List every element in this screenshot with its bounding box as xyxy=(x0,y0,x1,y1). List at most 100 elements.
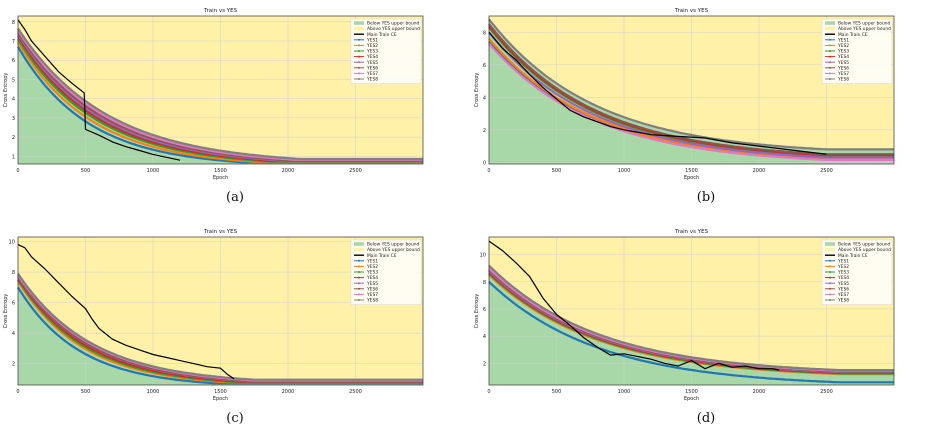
legend-label: Above YES upper bound xyxy=(367,26,420,32)
chart-title: Train vs YES xyxy=(203,229,238,235)
legend-label: YES4 xyxy=(366,54,378,60)
y-tick-label: 10 xyxy=(9,240,15,246)
y-tick-label: 2 xyxy=(12,362,15,368)
legend-marker xyxy=(358,282,360,285)
legend-swatch xyxy=(825,26,835,31)
y-tick-label: 6 xyxy=(12,301,15,307)
legend-marker xyxy=(829,276,831,279)
legend-swatch xyxy=(825,21,835,25)
x-tick-label: 500 xyxy=(81,168,91,174)
legend-label: YES3 xyxy=(837,49,849,55)
legend-label: Above YES upper bound xyxy=(838,247,891,253)
x-tick-label: 1500 xyxy=(685,168,698,174)
plot-frame xyxy=(17,15,424,165)
y-tick-label: 8 xyxy=(12,20,15,26)
legend-marker xyxy=(358,265,360,268)
legend-marker xyxy=(358,44,360,47)
legend-marker xyxy=(358,38,360,41)
x-tick-label: 2500 xyxy=(349,168,362,174)
x-tick-label: 0 xyxy=(16,168,19,174)
y-axis-label: Cross Entropy xyxy=(474,294,480,329)
legend-marker xyxy=(829,271,831,273)
series-main-train-ce xyxy=(488,240,780,371)
legend-label: YES7 xyxy=(837,71,849,77)
legend-label: YES8 xyxy=(837,77,849,83)
y-tick-label: 5 xyxy=(12,77,15,83)
legend-marker xyxy=(358,299,360,301)
legend-label: YES4 xyxy=(366,275,378,281)
series-yes8 xyxy=(488,18,894,151)
y-tick-label: 4 xyxy=(12,331,15,337)
legend-label: YES2 xyxy=(837,264,849,270)
legend-swatch xyxy=(354,242,364,246)
series-yes8 xyxy=(17,27,423,161)
chart-title: Train vs YES xyxy=(674,8,709,14)
legend-label: Above YES upper bound xyxy=(367,247,420,253)
series-yes7 xyxy=(488,42,894,161)
legend-marker xyxy=(829,38,831,41)
legend-label: YES7 xyxy=(837,292,849,298)
x-tick-label: 2500 xyxy=(820,168,833,174)
x-axis-label: Epoch xyxy=(684,396,699,402)
legend-label: YES7 xyxy=(366,71,378,77)
y-axis-label: Cross Entropy xyxy=(3,73,9,108)
y-tick-label: 3 xyxy=(12,116,15,122)
legend-label: YES3 xyxy=(837,270,849,276)
chart-c: 0 500 1000 1500 2000 2500 2 4 6 8 10 Train vs YES Ep… xyxy=(3,229,424,402)
legend-label: YES2 xyxy=(366,264,378,270)
x-tick-label: 2000 xyxy=(282,389,295,395)
legend-label: YES6 xyxy=(366,65,378,71)
legend-label: Below YES upper bound xyxy=(367,21,420,27)
y-axis-label: Cross Entropy xyxy=(474,73,480,108)
chart-b: 0 500 1000 1500 2000 2500 0 2 4 6 8 Train vs YES Epo… xyxy=(474,8,895,181)
series-main-train-ce xyxy=(488,31,827,155)
legend-label: Main Train CE xyxy=(838,253,868,259)
legend-marker xyxy=(358,287,360,290)
caption-c: (c) xyxy=(226,411,244,426)
legend-marker xyxy=(829,61,831,64)
series-yes8 xyxy=(488,264,894,372)
legend-label: YES3 xyxy=(366,270,378,276)
below-bound-region xyxy=(489,19,894,164)
y-tick-label: 2 xyxy=(12,135,15,141)
legend-marker xyxy=(829,265,831,268)
legend-label: YES8 xyxy=(837,298,849,304)
y-axis-label: Cross Entropy xyxy=(3,294,9,329)
legend-marker xyxy=(358,78,360,80)
legend-swatch xyxy=(825,247,835,252)
x-tick-label: 2000 xyxy=(753,389,766,395)
legend-label: Main Train CE xyxy=(367,32,397,38)
legend-label: YES1 xyxy=(366,258,378,264)
legend-marker xyxy=(358,276,360,279)
chart-title: Train vs YES xyxy=(203,8,238,14)
legend-label: YES5 xyxy=(366,60,378,66)
caption-a: (a) xyxy=(226,190,244,205)
legend-label: YES6 xyxy=(366,286,378,292)
legend-marker xyxy=(829,72,831,75)
y-tick-label: 8 xyxy=(483,280,486,286)
legend-marker xyxy=(829,50,831,52)
y-tick-label: 2 xyxy=(483,361,486,367)
y-tick-label: 0 xyxy=(483,160,486,166)
legend-marker xyxy=(829,78,831,80)
legend-label: Main Train CE xyxy=(367,253,397,259)
legend-label: YES5 xyxy=(837,281,849,287)
y-tick-label: 6 xyxy=(12,58,15,64)
legend-marker xyxy=(358,293,360,296)
legend-marker xyxy=(358,50,360,52)
plot-frame xyxy=(488,15,895,165)
y-tick-label: 4 xyxy=(12,97,15,103)
x-tick-label: 2500 xyxy=(820,389,833,395)
legend-swatch xyxy=(825,242,835,246)
legend-label: YES8 xyxy=(366,77,378,83)
legend-marker xyxy=(358,271,360,273)
x-tick-label: 2000 xyxy=(282,168,295,174)
x-tick-label: 1500 xyxy=(685,389,698,395)
legend-marker xyxy=(358,66,360,69)
legend-label: Main Train CE xyxy=(838,32,868,38)
plot-frame xyxy=(488,236,895,386)
x-tick-label: 1000 xyxy=(147,389,160,395)
y-tick-label: 6 xyxy=(483,63,486,69)
legend-marker xyxy=(358,55,360,58)
chart-a: 0 500 1000 1500 2000 2500 1 2 3 4 5 6 7 8 Train vs YES… xyxy=(3,8,424,181)
